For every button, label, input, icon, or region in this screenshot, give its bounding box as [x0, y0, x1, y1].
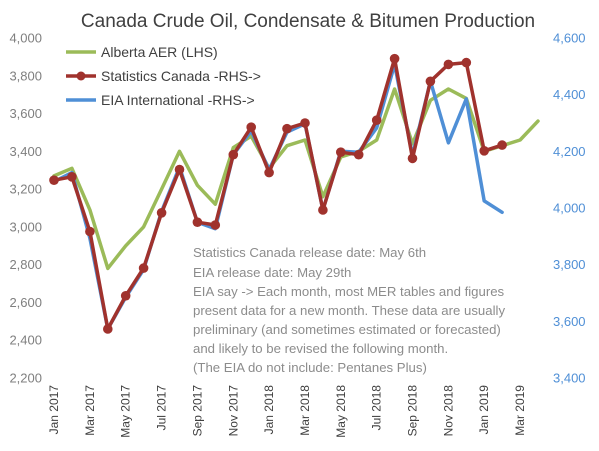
y-right-tick-label: 3,800 [553, 257, 586, 272]
annotation-line: EIA say -> Each month, most MER tables a… [193, 284, 505, 299]
x-tick-label: May 2018 [334, 385, 348, 438]
x-tick-label: Sep 2017 [190, 385, 204, 437]
legend-label-alberta: Alberta AER (LHS) [101, 44, 218, 60]
y-left-tick-label: 2,200 [9, 371, 42, 386]
y-left-tick-label: 3,200 [9, 182, 42, 197]
data-point-statistics-canada-rhs [318, 205, 328, 215]
legend: Alberta AER (LHS) Statistics Canada -RHS… [66, 44, 261, 108]
y-right-tick-label: 3,600 [553, 314, 586, 329]
data-point-statistics-canada-rhs [282, 123, 292, 134]
annotation-line: preliminary (and sometimes estimated or … [193, 322, 501, 337]
data-point-statistics-canada-rhs [353, 149, 364, 160]
data-point-statistics-canada-rhs [389, 53, 400, 64]
annotation-line: and likely to be revised the following m… [193, 341, 448, 356]
data-point-statistics-canada-rhs [174, 164, 185, 175]
legend-label-statcan: Statistics Canada -RHS-> [101, 68, 261, 84]
y-left-tick-label: 2,600 [9, 295, 42, 310]
y-right-tick-label: 4,000 [553, 201, 586, 216]
data-point-statistics-canada-rhs [67, 172, 77, 182]
legend-item-eia: EIA International -RHS-> [66, 92, 255, 108]
data-point-statistics-canada-rhs [156, 208, 167, 218]
x-tick-label: Jan 2018 [262, 385, 276, 435]
y-left-tick-label: 3,400 [9, 144, 42, 159]
chart-title: Canada Crude Oil, Condensate & Bitumen P… [81, 11, 535, 32]
data-point-statistics-canada-rhs [85, 226, 95, 237]
data-point-statistics-canada-rhs [264, 167, 274, 178]
data-point-statistics-canada-rhs [49, 175, 59, 185]
y-left-tick-label: 3,000 [9, 219, 42, 234]
y-left-tick-label: 2,400 [9, 333, 42, 348]
data-point-statistics-canada-rhs [497, 140, 507, 150]
y-right-tick-label: 4,200 [553, 144, 586, 159]
x-tick-label: May 2017 [119, 385, 133, 438]
x-tick-label: Sep 2018 [406, 385, 420, 437]
annotation-line: present data for a new month. These data… [193, 303, 505, 318]
x-tick-label: Mar 2017 [83, 385, 97, 436]
y-left-tick-label: 3,600 [9, 106, 42, 121]
x-axis: Jan 2017 Mar 2017 May 2017 Jul 2017 Sep 2017… [47, 385, 527, 438]
left-axis: 2,200 2,400 2,600 2,800 3,000 3,200 3,400 3,600… [9, 31, 42, 386]
legend-label-eia: EIA International -RHS-> [101, 92, 255, 108]
data-point-statistics-canada-rhs [425, 76, 436, 87]
y-left-tick-label: 3,800 [9, 68, 42, 83]
data-point-statistics-canada-rhs [246, 122, 256, 132]
annotation-line: (The EIA do not include: Pentanes Plus) [193, 360, 427, 375]
legend-item-statcan: Statistics Canada -RHS-> [66, 68, 261, 84]
data-point-statistics-canada-rhs [461, 57, 472, 68]
y-right-tick-label: 3,400 [553, 371, 586, 386]
annotation: Statistics Canada release date: May 6th … [193, 245, 505, 375]
annotation-line: Statistics Canada release date: May 6th [193, 245, 426, 260]
y-right-tick-label: 4,600 [553, 31, 586, 46]
data-point-statistics-canada-rhs [120, 291, 131, 301]
data-point-statistics-canada-rhs [228, 149, 239, 160]
x-tick-label: Jul 2017 [155, 385, 169, 431]
data-point-statistics-canada-rhs [443, 59, 454, 70]
legend-item-alberta: Alberta AER (LHS) [66, 44, 218, 60]
y-left-tick-label: 4,000 [9, 31, 42, 46]
y-left-tick-label: 2,800 [9, 257, 42, 272]
data-point-statistics-canada-rhs [300, 118, 310, 128]
annotation-line: EIA release date: May 29th [193, 265, 351, 280]
x-tick-label: Nov 2017 [226, 385, 240, 437]
data-point-statistics-canada-rhs [103, 324, 113, 334]
legend-marker-statcan [76, 71, 86, 81]
x-tick-label: Jan 2019 [477, 385, 491, 435]
data-point-statistics-canada-rhs [371, 115, 382, 125]
data-point-statistics-canada-rhs [479, 146, 490, 156]
x-tick-label: Mar 2018 [298, 385, 312, 436]
series-line-alberta-aer-lhs [52, 87, 540, 271]
plot-area [49, 53, 540, 334]
series-line-statistics-canada-rhs [52, 56, 504, 331]
data-point-statistics-canada-rhs [138, 263, 149, 273]
right-axis: 3,400 3,600 3,800 4,000 4,200 4,400 4,600 [553, 31, 586, 386]
y-right-tick-label: 4,400 [553, 87, 586, 102]
data-point-statistics-canada-rhs [336, 147, 346, 157]
data-point-statistics-canada-rhs [210, 220, 221, 230]
x-tick-label: Mar 2019 [513, 385, 527, 436]
x-tick-label: Jan 2017 [47, 385, 61, 435]
x-tick-label: Nov 2018 [441, 385, 455, 437]
data-point-statistics-canada-rhs [407, 153, 418, 164]
data-point-statistics-canada-rhs [192, 217, 203, 227]
x-tick-label: Jul 2018 [370, 385, 384, 431]
